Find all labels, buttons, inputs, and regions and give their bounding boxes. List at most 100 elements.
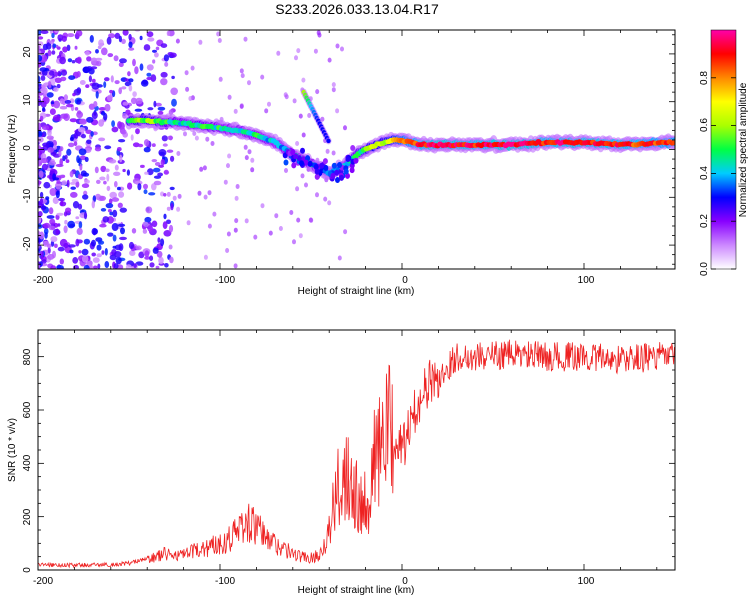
noise-blob: [118, 35, 122, 43]
colorbar: 0.0 0.2 0.4 0.6 0.8 Normalized spectral …: [699, 29, 749, 276]
noise-blob: [176, 151, 181, 156]
noise-blob: [153, 180, 162, 186]
noise-blob: [132, 91, 137, 97]
snr-line: [38, 339, 675, 569]
noise-blob: [186, 220, 191, 226]
noise-blob: [210, 141, 215, 146]
noise-blob: [53, 87, 59, 92]
noise-blob: [132, 58, 136, 67]
noise-blob: [234, 195, 239, 201]
noise-blob: [69, 170, 74, 178]
noise-blob: [57, 70, 62, 77]
noise-blob: [76, 99, 82, 105]
noise-blob: [335, 108, 340, 114]
noise-blob: [90, 66, 98, 70]
noise-blob: [120, 227, 125, 235]
colorbar-tick-label: 0.4: [699, 166, 710, 180]
noise-blob: [84, 51, 90, 56]
colorbar-tick-label: 0.0: [699, 262, 710, 276]
noise-blob: [91, 239, 96, 247]
noise-blob: [99, 195, 106, 201]
noise-blob: [163, 169, 169, 175]
ridge-scatter: [337, 162, 342, 168]
noise-blob: [91, 82, 100, 90]
noise-blob: [48, 81, 52, 89]
noise-blob: [91, 227, 98, 236]
noise-blob: [59, 158, 63, 166]
noise-blob: [66, 179, 70, 188]
noise-blob: [67, 33, 75, 38]
noise-blob: [77, 203, 83, 210]
noise-blob: [105, 168, 110, 173]
noise-blob: [166, 206, 171, 211]
noise-blob: [94, 146, 102, 152]
noise-blob: [233, 263, 238, 269]
noise-blob: [155, 46, 160, 51]
noise-blob: [66, 103, 74, 108]
noise-blob: [110, 75, 114, 83]
noise-blob: [327, 200, 332, 206]
noise-blob: [125, 264, 132, 269]
noise-blob: [52, 43, 57, 49]
noise-blob: [83, 264, 90, 269]
noise-blob: [92, 257, 100, 263]
noise-blob: [152, 49, 157, 53]
noise-blob: [294, 55, 298, 61]
noise-blob: [97, 240, 105, 245]
noise-blob: [162, 143, 168, 147]
noise-blob: [76, 71, 81, 78]
noise-blob: [126, 169, 130, 176]
noise-blob: [42, 96, 50, 105]
noise-blob: [53, 100, 61, 109]
noise-blob: [169, 52, 177, 58]
noise-blob: [169, 256, 174, 264]
ridge-scatter: [291, 162, 297, 169]
noise-blob: [198, 39, 203, 45]
noise-blob: [89, 35, 94, 43]
noise-blob: [138, 251, 145, 259]
noise-blob: [56, 212, 64, 216]
noise-blob: [300, 173, 305, 179]
noise-blob: [38, 216, 42, 224]
noise-blob: [38, 180, 42, 185]
noise-blob: [48, 160, 56, 166]
noise-blob: [43, 87, 48, 95]
bottom-y-tick-label: 800: [22, 348, 33, 365]
noise-blob: [118, 191, 125, 198]
noise-blob: [49, 218, 56, 225]
noise-blob: [117, 223, 126, 227]
snr-plot-area: [38, 330, 675, 570]
noise-blob: [107, 209, 112, 213]
noise-blob: [63, 225, 68, 234]
noise-blob: [343, 229, 348, 235]
noise-blob: [130, 97, 137, 105]
chart-title: S233.2026.033.13.04.R17: [275, 1, 439, 17]
noise-blob: [48, 225, 56, 231]
bottom-x-axis-label: Height of straight line (km): [298, 585, 415, 596]
noise-blob: [331, 150, 336, 156]
noise-blob: [320, 116, 325, 122]
noise-blob: [52, 196, 59, 205]
noise-blob: [137, 183, 142, 191]
top-y-tick-label: 10: [22, 94, 33, 106]
bottom-y-tick-label: 600: [22, 401, 33, 418]
noise-blob: [79, 163, 83, 171]
noise-blob: [117, 202, 123, 208]
noise-blob: [51, 50, 56, 55]
noise-blob: [162, 221, 168, 230]
noise-blob: [166, 149, 174, 153]
spectrogram-panel: -200 -100 0 100 -20 -10 0 10 20 Height o…: [7, 29, 676, 297]
ridge-scatter: [330, 172, 336, 179]
noise-blob: [106, 185, 111, 192]
ridge-scatter: [300, 147, 305, 154]
ridge-scatter: [305, 155, 311, 162]
noise-blob: [244, 218, 249, 224]
noise-blob: [139, 35, 143, 41]
noise-blob: [38, 41, 44, 47]
noise-blob: [95, 57, 103, 61]
noise-blob: [56, 265, 64, 269]
noise-blob: [70, 186, 76, 190]
noise-blob: [41, 163, 48, 171]
noise-blob: [79, 118, 87, 125]
